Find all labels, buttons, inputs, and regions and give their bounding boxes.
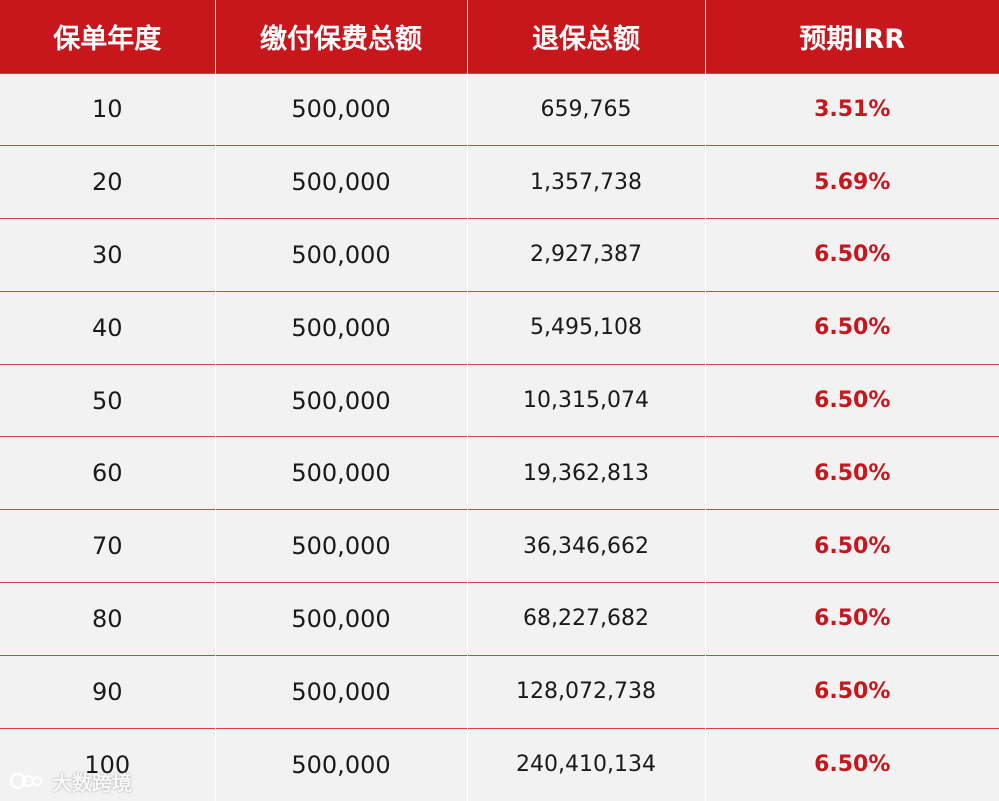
cell-premium-paid: 500,000	[214, 363, 467, 437]
watermark-text: 大数跨境	[52, 770, 132, 795]
cell-expected-irr: 6.50%	[704, 727, 999, 801]
cell-policy-year: 40	[0, 290, 215, 365]
table-row: 50 500,000 10,315,074 6.50%	[0, 363, 999, 437]
cell-premium-paid: 500,000	[214, 436, 467, 510]
brand-logo-icon	[10, 772, 42, 790]
cell-expected-irr: 3.51%	[704, 72, 999, 146]
cell-surrender-value: 5,495,108	[466, 290, 705, 365]
table-row: 80 500,000 68,227,682 6.50%	[0, 582, 999, 656]
cell-surrender-value: 128,072,738	[466, 654, 705, 729]
cell-expected-irr: 6.50%	[704, 363, 999, 437]
cell-surrender-value: 240,410,134	[466, 727, 705, 801]
cell-expected-irr: 6.50%	[704, 509, 999, 583]
cell-premium-paid: 500,000	[214, 218, 467, 292]
table-row: 30 500,000 2,927,387 6.50%	[0, 218, 999, 292]
cell-expected-irr: 6.50%	[704, 436, 999, 510]
cell-premium-paid: 500,000	[214, 145, 467, 219]
header-surrender-value: 退保总额	[466, 0, 705, 73]
cell-policy-year: 80	[0, 582, 215, 656]
table-row: 40 500,000 5,495,108 6.50%	[0, 290, 999, 365]
cell-premium-paid: 500,000	[214, 290, 467, 365]
cell-surrender-value: 36,346,662	[466, 509, 705, 583]
cell-policy-year: 50	[0, 363, 215, 437]
table-row: 90 500,000 128,072,738 6.50%	[0, 654, 999, 729]
cell-premium-paid: 500,000	[214, 582, 467, 656]
cell-surrender-value: 10,315,074	[466, 363, 705, 437]
header-expected-irr: 预期IRR	[704, 0, 999, 73]
table-row: 70 500,000 36,346,662 6.50%	[0, 509, 999, 583]
cell-policy-year: 30	[0, 218, 215, 292]
table-row: 100 500,000 240,410,134 6.50%	[0, 727, 999, 801]
cell-surrender-value: 2,927,387	[466, 218, 705, 292]
table-row: 10 500,000 659,765 3.51%	[0, 72, 999, 146]
cell-surrender-value: 68,227,682	[466, 582, 705, 656]
cell-policy-year: 70	[0, 509, 215, 583]
cell-expected-irr: 5.69%	[704, 145, 999, 219]
header-row: 保单年度 缴付保费总额 退保总额 预期IRR	[0, 0, 999, 73]
header-premium-paid: 缴付保费总额	[214, 0, 467, 73]
cell-policy-year: 90	[0, 654, 215, 729]
cell-premium-paid: 500,000	[214, 727, 467, 801]
table-row: 20 500,000 1,357,738 5.69%	[0, 145, 999, 219]
cell-policy-year: 10	[0, 72, 215, 146]
cell-expected-irr: 6.50%	[704, 218, 999, 292]
cell-surrender-value: 19,362,813	[466, 436, 705, 510]
cell-premium-paid: 500,000	[214, 72, 467, 146]
cell-expected-irr: 6.50%	[704, 582, 999, 656]
cell-premium-paid: 500,000	[214, 509, 467, 583]
watermark: 大数跨境	[10, 766, 132, 796]
header-policy-year: 保单年度	[0, 0, 215, 73]
cell-expected-irr: 6.50%	[704, 654, 999, 729]
cell-policy-year: 60	[0, 436, 215, 510]
table-row: 60 500,000 19,362,813 6.50%	[0, 436, 999, 510]
table-body: 10 500,000 659,765 3.51% 20 500,000 1,35…	[0, 72, 999, 801]
cell-expected-irr: 6.50%	[704, 290, 999, 365]
cell-premium-paid: 500,000	[214, 654, 467, 729]
cell-surrender-value: 1,357,738	[466, 145, 705, 219]
cell-policy-year: 100	[0, 727, 215, 801]
table-header: 保单年度 缴付保费总额 退保总额 预期IRR	[0, 0, 999, 73]
cell-policy-year: 20	[0, 145, 215, 219]
cell-surrender-value: 659,765	[466, 72, 705, 146]
